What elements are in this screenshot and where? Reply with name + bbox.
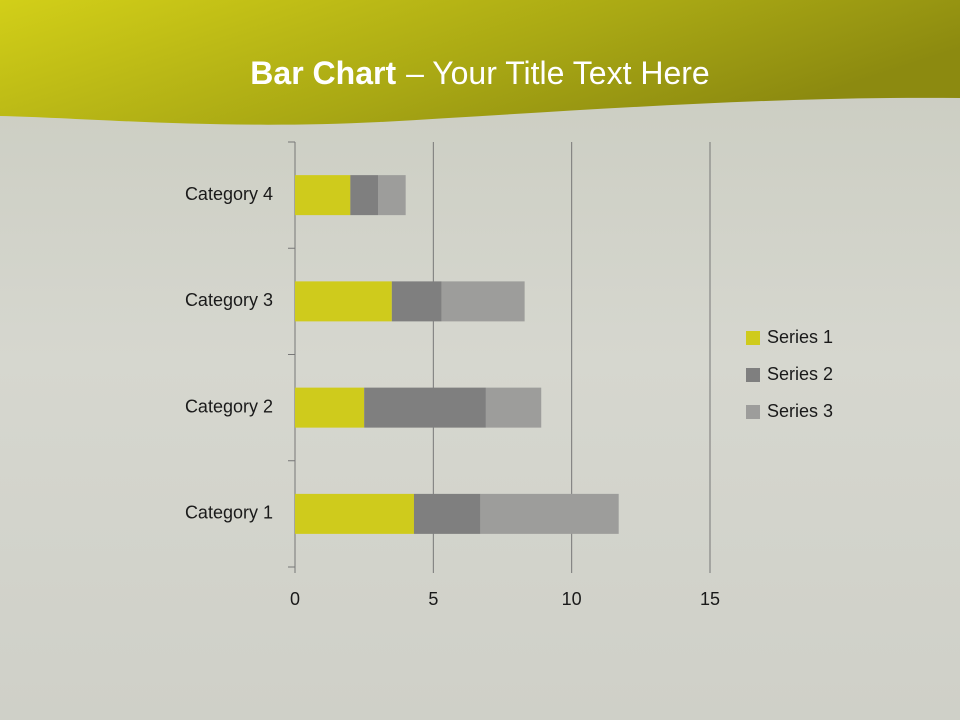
- legend-swatch: [746, 331, 760, 345]
- bar: [364, 387, 486, 428]
- bar: [391, 281, 442, 322]
- bar: [295, 281, 392, 322]
- y-tick-label: Category 2: [185, 396, 273, 416]
- y-tick-label: Category 1: [185, 503, 273, 523]
- legend-swatch: [746, 368, 760, 382]
- x-tick-label: 15: [700, 589, 720, 609]
- y-tick-label: Category 4: [185, 184, 273, 204]
- legend-label: Series 3: [767, 401, 833, 421]
- legend-label: Series 1: [767, 327, 833, 347]
- bar: [295, 387, 365, 428]
- plot: 0 5 10 15 Category 1 Category 2 Category 3 Cate…: [185, 141, 833, 609]
- bar: [295, 493, 414, 534]
- bar: [295, 175, 351, 216]
- legend-swatch: [746, 405, 760, 419]
- title-rest: – Your Title Text Here: [406, 55, 710, 91]
- legend-label: Series 2: [767, 364, 833, 384]
- bar: [485, 387, 542, 428]
- y-tick-label: Category 3: [185, 290, 273, 310]
- x-tick-label: 10: [562, 589, 582, 609]
- header-band: [0, 0, 960, 125]
- bar: [480, 493, 619, 534]
- x-tick-label: 5: [428, 589, 438, 609]
- bar: [441, 281, 525, 322]
- x-tick-label: 0: [290, 589, 300, 609]
- slide-title: Bar Chart – Your Title Text Here: [250, 55, 709, 91]
- title-lead: Bar Chart: [250, 55, 396, 91]
- bar: [350, 175, 378, 216]
- bar: [413, 493, 481, 534]
- bar: [378, 175, 406, 216]
